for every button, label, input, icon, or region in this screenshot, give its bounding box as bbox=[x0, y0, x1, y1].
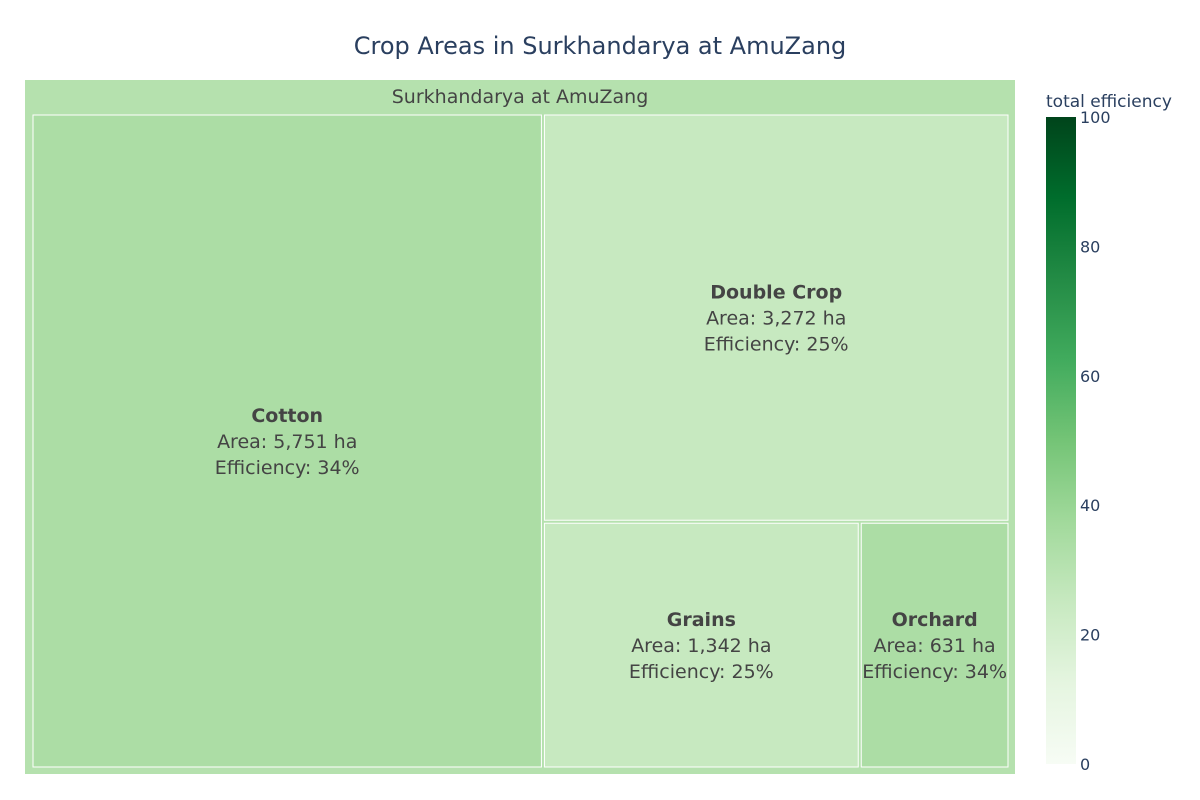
tile-name: Grains bbox=[667, 609, 736, 631]
chart-title: Crop Areas in Surkhandarya at AmuZang bbox=[353, 32, 847, 60]
tile-name: Orchard bbox=[892, 609, 978, 631]
tile-area-text: Area: 5,751 ha bbox=[217, 431, 357, 453]
tile-area-text: Area: 631 ha bbox=[874, 635, 996, 657]
colorbar-tick-label: 80 bbox=[1080, 237, 1100, 256]
tile-efficiency-text: Efficiency: 34% bbox=[215, 457, 360, 479]
tile-cotton[interactable] bbox=[32, 114, 542, 768]
tile-efficiency-text: Efficiency: 25% bbox=[704, 334, 849, 356]
tile-label-double-crop: Double Crop Area: 3,272 ha Efficiency: 25% bbox=[704, 282, 849, 356]
colorbar-tick-label: 20 bbox=[1080, 626, 1100, 645]
tile-orchard[interactable] bbox=[860, 522, 1009, 768]
colorbar-tick-label: 60 bbox=[1080, 367, 1100, 386]
tile-area-text: Area: 1,342 ha bbox=[631, 635, 771, 657]
tile-double-crop[interactable] bbox=[543, 114, 1009, 521]
colorbar-tick-label: 0 bbox=[1080, 755, 1090, 774]
colorbar-tick-label: 40 bbox=[1080, 496, 1100, 515]
tile-efficiency-text: Efficiency: 34% bbox=[862, 661, 1007, 683]
colorbar: total efficiency 0 20 40 60 80 100 bbox=[1046, 92, 1172, 774]
tile-label-orchard: Orchard Area: 631 ha Efficiency: 34% bbox=[862, 609, 1007, 683]
tile-name: Double Crop bbox=[710, 282, 842, 304]
colorbar-tick-label: 100 bbox=[1080, 108, 1111, 127]
tile-name: Cotton bbox=[251, 405, 323, 427]
colorbar-title: total efficiency bbox=[1046, 92, 1172, 112]
root-label: Surkhandarya at AmuZang bbox=[392, 86, 649, 108]
tile-label-grains: Grains Area: 1,342 ha Efficiency: 25% bbox=[629, 609, 774, 683]
tile-efficiency-text: Efficiency: 25% bbox=[629, 661, 774, 683]
tile-label-cotton: Cotton Area: 5,751 ha Efficiency: 34% bbox=[215, 405, 360, 479]
tile-area-text: Area: 3,272 ha bbox=[706, 308, 846, 330]
tile-grains[interactable] bbox=[543, 522, 859, 768]
colorbar-gradient bbox=[1046, 117, 1076, 764]
treemap-area: Surkhandarya at AmuZang Cotton Area: 5,751… bbox=[25, 80, 1015, 774]
